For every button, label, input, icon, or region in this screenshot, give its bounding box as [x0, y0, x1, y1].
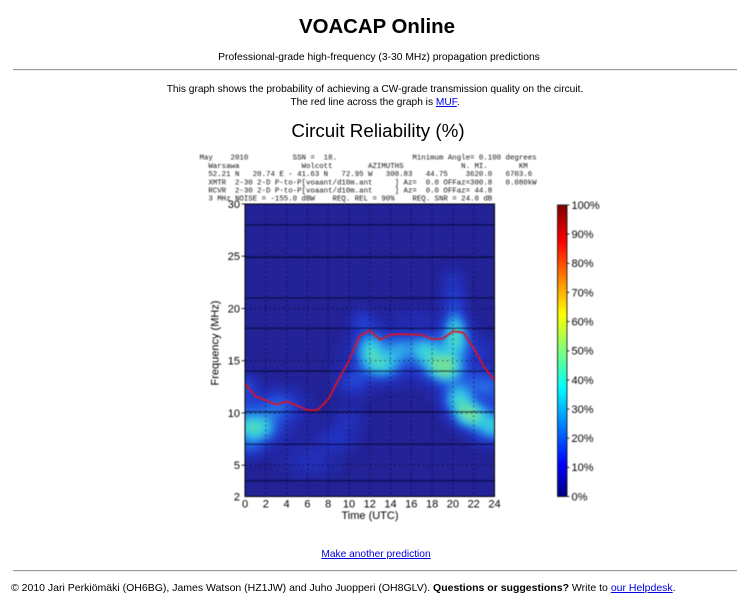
svg-text:40%: 40% [572, 375, 594, 387]
svg-text:8: 8 [325, 499, 331, 511]
svg-text:30: 30 [228, 199, 240, 211]
svg-text:RCVR 2-30 2-D P-to-P[voaant/d: RCVR 2-30 2-D P-to-P[voaant/d10m.ant ] A… [200, 188, 493, 196]
svg-text:May 2010 SSN = 18: May 2010 SSN = 18. Minimum Angle= 0.100 … [200, 155, 537, 163]
svg-text:16: 16 [405, 499, 417, 511]
svg-text:6: 6 [304, 499, 310, 511]
svg-text:24: 24 [488, 499, 500, 511]
svg-text:52.21 N 20.74 E - 41.63 N: 52.21 N 20.74 E - 41.63 N 72.95 W 300.83… [200, 171, 533, 179]
svg-text:60%: 60% [572, 317, 594, 329]
svg-text:30%: 30% [572, 404, 594, 416]
svg-text:2: 2 [234, 491, 240, 503]
svg-text:0: 0 [242, 499, 248, 511]
svg-text:90%: 90% [572, 229, 594, 241]
svg-text:12: 12 [364, 499, 376, 511]
svg-text:Frequency (MHz): Frequency (MHz) [210, 301, 222, 386]
svg-text:20: 20 [228, 303, 240, 315]
svg-text:22: 22 [468, 499, 480, 511]
svg-text:Warsawa Wolcott: Warsawa Wolcott AZIMUTHS N. MI. KM [200, 163, 528, 171]
svg-text:Time (UTC): Time (UTC) [341, 510, 398, 522]
svg-text:50%: 50% [572, 346, 594, 358]
svg-text:10: 10 [228, 408, 240, 420]
svg-text:20: 20 [447, 499, 459, 511]
svg-text:2: 2 [263, 499, 269, 511]
svg-text:70%: 70% [572, 287, 594, 299]
svg-text:XMTR 2-30 2-D P-to-P[voaant/d: XMTR 2-30 2-D P-to-P[voaant/d10m.ant ] A… [200, 179, 538, 187]
svg-text:14: 14 [384, 499, 396, 511]
svg-text:15: 15 [228, 356, 240, 368]
svg-text:10: 10 [343, 499, 355, 511]
svg-text:3 MHz NOISE = -155.0 dBW RE: 3 MHz NOISE = -155.0 dBW REQ. REL = 90% … [200, 196, 493, 204]
svg-text:100%: 100% [572, 200, 600, 212]
svg-text:5: 5 [234, 460, 240, 472]
svg-text:20%: 20% [572, 433, 594, 445]
svg-text:10%: 10% [572, 462, 594, 474]
svg-text:80%: 80% [572, 258, 594, 270]
svg-text:18: 18 [426, 499, 438, 511]
svg-text:4: 4 [284, 499, 290, 511]
svg-text:0%: 0% [572, 491, 588, 503]
svg-text:25: 25 [228, 251, 240, 263]
